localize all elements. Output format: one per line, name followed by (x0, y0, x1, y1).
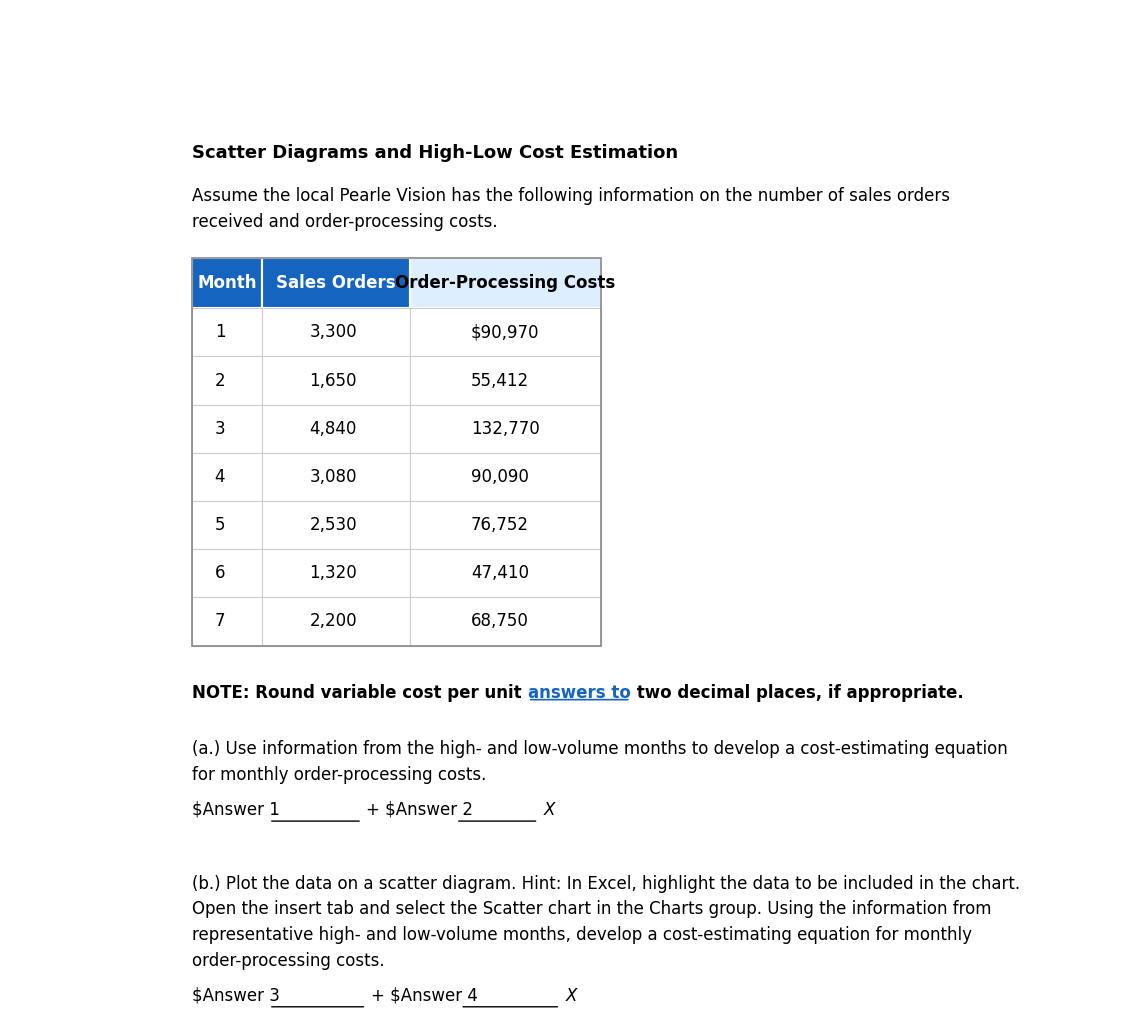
Bar (193, 501, 263, 549)
Text: 4,840: 4,840 (310, 420, 357, 438)
Text: + $Answer 4: + $Answer 4 (370, 987, 478, 1005)
Text: Order-Processing Costs: Order-Processing Costs (395, 274, 616, 292)
Text: 76,752: 76,752 (471, 516, 530, 534)
Text: 68,750: 68,750 (471, 612, 528, 631)
Bar (193, 597, 263, 646)
Text: 4: 4 (214, 468, 226, 486)
Text: 7: 7 (214, 612, 226, 631)
Bar (410, 549, 601, 597)
Text: two decimal places, if appropriate.: two decimal places, if appropriate. (631, 684, 964, 702)
Bar (193, 258, 263, 309)
Bar (410, 258, 601, 309)
Bar (410, 597, 601, 646)
Bar (263, 453, 410, 501)
Bar (263, 501, 410, 549)
Text: $Answer 1: $Answer 1 (193, 801, 280, 819)
Text: 3,300: 3,300 (310, 324, 357, 341)
Text: (b.) Plot the data on a scatter diagram. Hint: In Excel, highlight the data to b: (b.) Plot the data on a scatter diagram.… (193, 875, 1021, 893)
Bar (193, 258, 601, 646)
Text: for monthly order-processing costs.: for monthly order-processing costs. (193, 766, 487, 784)
Text: received and order-processing costs.: received and order-processing costs. (193, 213, 498, 231)
Bar (193, 549, 263, 597)
Bar (263, 549, 410, 597)
Text: 3,080: 3,080 (310, 468, 357, 486)
Text: 90,090: 90,090 (471, 468, 528, 486)
Text: Assume the local Pearle Vision has the following information on the number of sa: Assume the local Pearle Vision has the f… (193, 187, 950, 205)
Bar (263, 309, 410, 356)
Bar (193, 356, 263, 405)
Bar (410, 309, 601, 356)
Text: $Answer 3: $Answer 3 (193, 987, 280, 1005)
Bar (263, 597, 410, 646)
Bar (193, 309, 263, 356)
Text: 132,770: 132,770 (471, 420, 540, 438)
Bar (263, 258, 410, 309)
Text: Open the insert tab and select the Scatter chart in the Charts group. Using the : Open the insert tab and select the Scatt… (193, 900, 992, 918)
Text: 5: 5 (214, 516, 226, 534)
Text: Scatter Diagrams and High-Low Cost Estimation: Scatter Diagrams and High-Low Cost Estim… (193, 144, 679, 162)
Text: 2,200: 2,200 (310, 612, 357, 631)
Text: 1,650: 1,650 (310, 371, 357, 389)
Text: representative high- and low-volume months, develop a cost-estimating equation f: representative high- and low-volume mont… (193, 926, 973, 944)
Text: Sales Orders: Sales Orders (276, 274, 396, 292)
Bar (263, 356, 410, 405)
Text: 47,410: 47,410 (471, 564, 530, 582)
Text: answers to: answers to (527, 684, 631, 702)
Text: 55,412: 55,412 (471, 371, 530, 389)
Text: + $Answer 2: + $Answer 2 (366, 801, 473, 819)
Bar (410, 356, 601, 405)
Bar (193, 405, 263, 453)
Text: 3: 3 (214, 420, 226, 438)
Text: X: X (544, 801, 555, 819)
Text: NOTE: Round variable cost per unit: NOTE: Round variable cost per unit (193, 684, 527, 702)
Text: Month: Month (197, 274, 257, 292)
Bar (410, 501, 601, 549)
Text: 1: 1 (214, 324, 226, 341)
Text: 2,530: 2,530 (310, 516, 357, 534)
Text: 1,320: 1,320 (310, 564, 357, 582)
Bar (410, 453, 601, 501)
Text: X: X (565, 987, 577, 1005)
Text: $90,970: $90,970 (471, 324, 540, 341)
Bar (410, 405, 601, 453)
Bar (193, 453, 263, 501)
Bar (263, 405, 410, 453)
Text: order-processing costs.: order-processing costs. (193, 951, 385, 970)
Text: 6: 6 (214, 564, 226, 582)
Text: (a.) Use information from the high- and low-volume months to develop a cost-esti: (a.) Use information from the high- and … (193, 741, 1009, 759)
Text: 2: 2 (214, 371, 226, 389)
